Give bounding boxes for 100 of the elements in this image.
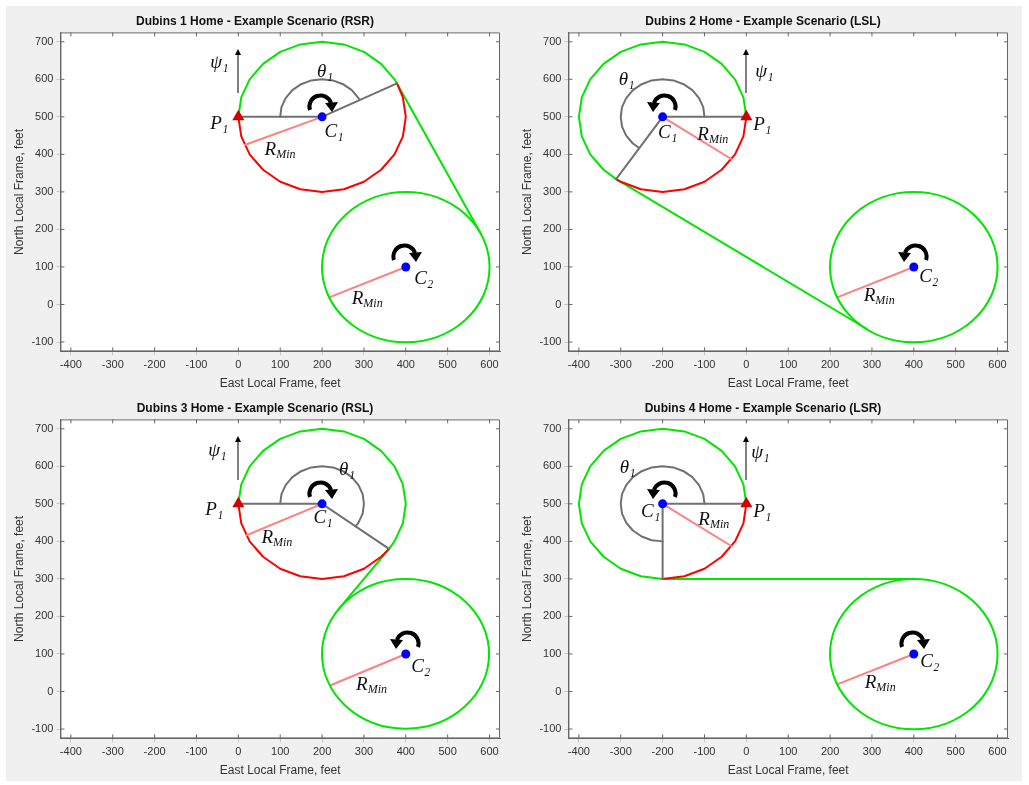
x-tick-label: 200 — [312, 745, 332, 758]
annotation: P₁ — [752, 499, 772, 521]
x-tick-label: -200 — [651, 745, 674, 758]
chart-title: Dubins 2 Home - Example Scenario (LSL) — [645, 13, 881, 28]
x-tick-label: 600 — [480, 745, 499, 758]
x-tick-label: 500 — [438, 358, 457, 371]
x-tick-label: 100 — [271, 745, 290, 758]
x-tick-label: 500 — [946, 745, 965, 758]
annotation: C₁ — [640, 499, 661, 521]
y-tick-label: 500 — [543, 496, 562, 509]
x-tick-label: 200 — [820, 745, 840, 758]
x-tick-label: 200 — [820, 358, 840, 371]
y-axis-title: North Local Frame, feet — [519, 128, 534, 255]
x-tick-label: 400 — [904, 358, 923, 371]
y-tick-label: 600 — [35, 72, 54, 85]
x-tick-label: -400 — [567, 745, 590, 758]
y-tick-label: 600 — [543, 72, 562, 85]
y-tick-label: 400 — [35, 534, 54, 547]
x-tick-label: -300 — [101, 358, 124, 371]
annotation: P₁ — [209, 111, 229, 133]
y-tick-label: 500 — [543, 109, 562, 122]
x-axis-title: East Local Frame, feet — [727, 376, 850, 391]
y-tick-label: -100 — [539, 722, 562, 735]
x-tick-label: -300 — [609, 745, 632, 758]
x-tick-label: 400 — [396, 745, 415, 758]
annotation: θ₁ — [317, 59, 334, 81]
x-tick-label: 0 — [743, 745, 750, 758]
annotation: C₂ — [920, 649, 940, 671]
x-tick-label: -100 — [693, 745, 716, 758]
y-tick-label: 100 — [35, 259, 54, 272]
x-tick-label: -200 — [651, 358, 674, 371]
annotation: C₂ — [411, 654, 431, 676]
annotation: ψ₁ — [755, 59, 774, 81]
x-tick-label: -400 — [59, 358, 82, 371]
y-axis-title: North Local Frame, feet — [11, 128, 26, 255]
chart-title: Dubins 3 Home - Example Scenario (RSL) — [136, 400, 374, 415]
x-tick-label: 200 — [312, 358, 332, 371]
x-axis-title: East Local Frame, feet — [219, 376, 342, 391]
x-tick-label: -400 — [567, 358, 590, 371]
y-tick-label: 200 — [543, 609, 562, 622]
y-axis-title: North Local Frame, feet — [519, 515, 534, 642]
y-tick-label: 100 — [543, 259, 562, 272]
annotation: θ₁ — [339, 457, 356, 479]
y-tick-label: 0 — [47, 684, 54, 697]
x-tick-label: 400 — [904, 745, 923, 758]
y-tick-label: 500 — [35, 109, 54, 122]
y-tick-label: 600 — [35, 459, 54, 472]
y-tick-label: 300 — [543, 571, 562, 584]
y-tick-label: -100 — [31, 722, 54, 735]
x-tick-label: -400 — [59, 745, 82, 758]
annotation: C₂ — [414, 266, 434, 288]
x-tick-label: -200 — [143, 745, 166, 758]
annotation: ψ₁ — [751, 440, 770, 462]
x-tick-label: 0 — [235, 745, 242, 758]
y-tick-label: 700 — [543, 34, 562, 47]
y-tick-label: 0 — [555, 297, 562, 310]
y-tick-label: 700 — [543, 421, 562, 434]
chart-title: Dubins 1 Home - Example Scenario (RSR) — [135, 13, 375, 28]
y-tick-label: -100 — [31, 335, 54, 348]
y-tick-label: 400 — [543, 534, 562, 547]
y-tick-label: 500 — [35, 496, 54, 509]
annotation: C₁ — [324, 119, 344, 141]
y-tick-label: 300 — [35, 184, 54, 197]
y-tick-label: 200 — [35, 222, 54, 235]
x-tick-label: 100 — [779, 745, 798, 758]
annotation: θ₁ — [619, 455, 636, 477]
x-tick-label: 0 — [235, 358, 242, 371]
x-tick-label: -300 — [101, 745, 124, 758]
y-tick-label: 200 — [543, 222, 562, 235]
annotation: ψ₁ — [210, 50, 229, 72]
x-tick-label: 600 — [480, 358, 499, 371]
y-axis-title: North Local Frame, feet — [11, 515, 26, 642]
x-tick-label: 300 — [354, 745, 374, 758]
x-tick-label: -100 — [185, 745, 208, 758]
x-tick-label: 100 — [779, 358, 798, 371]
y-tick-label: 0 — [555, 684, 562, 697]
x-tick-label: 500 — [438, 745, 457, 758]
y-tick-label: 700 — [35, 34, 54, 47]
chart-title: Dubins 4 Home - Example Scenario (LSR) — [644, 400, 882, 415]
annotation: C₂ — [919, 264, 939, 286]
x-tick-label: 600 — [988, 358, 1007, 371]
annotation: ψ₁ — [208, 438, 227, 460]
x-tick-label: 100 — [271, 358, 290, 371]
x-tick-label: 0 — [743, 358, 750, 371]
y-tick-label: 200 — [35, 609, 54, 622]
y-tick-label: 300 — [35, 571, 54, 584]
annotation: P₁ — [204, 497, 224, 519]
y-tick-label: 300 — [543, 184, 562, 197]
y-tick-label: -100 — [539, 335, 562, 348]
x-tick-label: 300 — [862, 745, 882, 758]
y-tick-label: 400 — [35, 147, 54, 160]
y-tick-label: 400 — [543, 147, 562, 160]
x-tick-label: -100 — [693, 358, 716, 371]
x-tick-label: 400 — [396, 358, 415, 371]
x-tick-label: -100 — [185, 358, 208, 371]
x-tick-label: 300 — [862, 358, 882, 371]
y-tick-label: 0 — [47, 297, 54, 310]
x-tick-label: -300 — [609, 358, 632, 371]
x-tick-label: 500 — [946, 358, 965, 371]
x-tick-label: 600 — [988, 745, 1007, 758]
